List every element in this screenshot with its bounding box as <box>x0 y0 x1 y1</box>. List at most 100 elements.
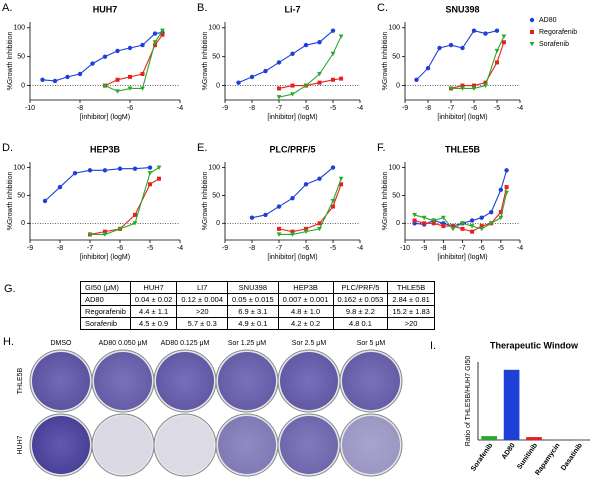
table-cell: 6.9 ± 3.1 <box>227 305 279 318</box>
point <box>152 31 158 36</box>
row-label: THLE5B <box>17 367 24 394</box>
x-axis-label: [inhibitor] (logM) <box>437 254 487 261</box>
bar <box>526 437 542 440</box>
point <box>102 168 108 173</box>
point <box>483 83 488 88</box>
table-cell: Regorafenib <box>80 305 131 318</box>
y-tick-label: 100 <box>13 25 25 32</box>
point <box>103 229 107 234</box>
bar <box>481 436 498 440</box>
x-tick-label: -9 <box>421 245 427 252</box>
point <box>501 34 507 39</box>
chart-title: HUH7 <box>93 4 118 14</box>
x-tick-label: -4 <box>177 105 183 112</box>
x-tick-label: -5 <box>330 245 336 252</box>
table-cell: THLE5B <box>387 281 435 294</box>
y-tick-label: 100 <box>388 25 400 32</box>
plate-stain <box>342 416 400 474</box>
table-cell: 4.9 ± 0.1 <box>227 317 279 330</box>
table-cell: LI7 <box>176 281 229 294</box>
y-tick-label: 100 <box>208 164 220 171</box>
x-tick-label: -4 <box>517 245 523 252</box>
column-label: Sor 1.25 μM <box>228 340 266 347</box>
point <box>448 42 454 48</box>
point <box>140 86 145 91</box>
point <box>501 40 506 45</box>
point <box>460 226 465 231</box>
plate-stain <box>94 416 152 474</box>
series-line <box>251 167 334 219</box>
table-cell: PLC/PRF/5 <box>332 281 389 294</box>
table-cell: >20 <box>176 305 229 318</box>
plate-stain <box>342 352 400 410</box>
point <box>90 61 95 66</box>
point <box>414 77 419 82</box>
plate-stain <box>218 416 276 474</box>
point <box>339 76 344 81</box>
point <box>412 212 417 218</box>
table-cell: 4.5 ± 0.9 <box>129 317 178 330</box>
y-axis-label: %Growth Inhibition <box>202 172 209 231</box>
x-tick-label: -4 <box>517 105 523 112</box>
point <box>460 221 465 226</box>
y-tick-label: 100 <box>13 164 25 171</box>
point <box>303 229 309 235</box>
point <box>290 51 295 56</box>
point <box>276 95 282 100</box>
y-axis-label: Ratio of THLE5B/HUH7 GI50 <box>465 356 472 447</box>
point <box>469 224 475 229</box>
point <box>330 51 336 57</box>
point <box>504 168 509 173</box>
table-cell: Sorafenib <box>80 317 131 330</box>
point <box>102 232 108 237</box>
table-cell: 0.05 ± 0.015 <box>227 293 279 306</box>
point <box>156 165 162 170</box>
point <box>460 45 465 51</box>
legend-marker <box>529 17 535 23</box>
point <box>277 226 281 231</box>
series-line <box>414 170 508 227</box>
point <box>132 166 138 171</box>
point <box>331 77 335 82</box>
x-tick-label: -8 <box>440 245 446 252</box>
table-cell: 9.8 ± 2.2 <box>332 305 389 318</box>
table-cell: 5.7 ± 0.3 <box>176 317 229 330</box>
point <box>483 80 488 85</box>
point <box>147 165 153 170</box>
legend-label: AD80 <box>539 17 557 24</box>
point <box>276 60 282 65</box>
point <box>115 89 120 94</box>
gi50-table: GI50 (μM) HUH7 LI7 SNU398 HEP3B PLC/PRF/5 THLE… <box>80 281 435 330</box>
point <box>160 32 165 37</box>
legend-label: Sorafenib <box>539 41 569 48</box>
point <box>140 72 145 76</box>
table-cell: HEP3B <box>277 281 334 294</box>
point <box>57 184 63 190</box>
y-tick-label: 100 <box>208 25 220 32</box>
table-cell: 15.2 ± 1.83 <box>387 305 435 318</box>
point <box>65 74 70 80</box>
table-cell: HUH7 <box>129 281 178 294</box>
point <box>448 86 454 91</box>
point <box>303 182 309 187</box>
point <box>115 77 120 82</box>
point <box>425 66 431 71</box>
point <box>504 190 509 196</box>
y-tick-label: 50 <box>212 192 220 199</box>
point <box>249 74 255 80</box>
x-tick-label: -9 <box>402 105 408 112</box>
column-label: AD80 0.125 μM <box>161 340 210 347</box>
point <box>157 176 161 181</box>
y-axis-label: %Growth Inhibition <box>382 32 389 91</box>
point <box>494 28 500 33</box>
chart-title: PLC/PRF/5 <box>269 144 315 154</box>
x-axis-label: [inhibitor] (logM) <box>267 114 317 121</box>
x-axis-label: [inhibitor] (logM) <box>267 254 317 261</box>
x-tick-label: Sunitinib <box>516 442 539 471</box>
point <box>338 34 344 39</box>
column-label: DMSO <box>51 340 73 347</box>
point <box>148 182 152 187</box>
column-label: AD80 0.050 μM <box>99 340 148 347</box>
point <box>470 229 475 234</box>
point <box>450 226 456 232</box>
